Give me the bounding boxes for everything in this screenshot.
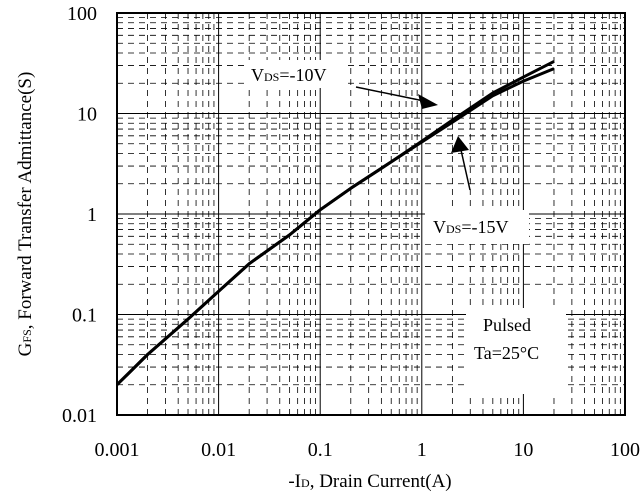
label-15v-box bbox=[425, 210, 529, 244]
series-label-15v: VDS=-15V bbox=[433, 217, 509, 237]
series-layer bbox=[115, 60, 555, 386]
x-tick-label: 0.01 bbox=[201, 439, 236, 461]
y-axis-title: GFS, Forward Transfer Admittance(S) bbox=[15, 72, 36, 357]
x-axis-title: -ID, Drain Current(A) bbox=[288, 471, 451, 492]
arrow-10v bbox=[355, 86, 425, 102]
arrow-15v-head bbox=[451, 136, 469, 153]
y-tick-label: 1 bbox=[87, 204, 97, 226]
conditions-box bbox=[466, 308, 566, 394]
x-tick-label: 0.1 bbox=[308, 439, 333, 461]
series-label-10v: VDS=-10V bbox=[251, 65, 327, 85]
label-10v-box bbox=[244, 60, 346, 88]
y-tick-label: 0.1 bbox=[72, 305, 97, 327]
y-tick-label: 10 bbox=[77, 104, 97, 126]
x-tick-label: 0.001 bbox=[95, 439, 140, 461]
condition-pulsed: Pulsed bbox=[483, 315, 531, 335]
x-tick-label: 1 bbox=[417, 439, 427, 461]
plot-frame bbox=[116, 12, 626, 416]
series-line-2 bbox=[115, 60, 555, 386]
arrow-15v bbox=[460, 149, 471, 191]
arrow-10v-head bbox=[418, 94, 438, 109]
tick-labels: 0.001 0.01 0.1 1 10 100 100 10 1 0.1 0.01 bbox=[62, 3, 640, 461]
x-tick-label: 10 bbox=[513, 439, 533, 461]
condition-temperature: Ta=25°C bbox=[474, 343, 539, 363]
x-tick-label: 100 bbox=[610, 439, 640, 461]
y-tick-label: 100 bbox=[67, 3, 97, 25]
y-tick-label: 0.01 bbox=[62, 405, 97, 427]
